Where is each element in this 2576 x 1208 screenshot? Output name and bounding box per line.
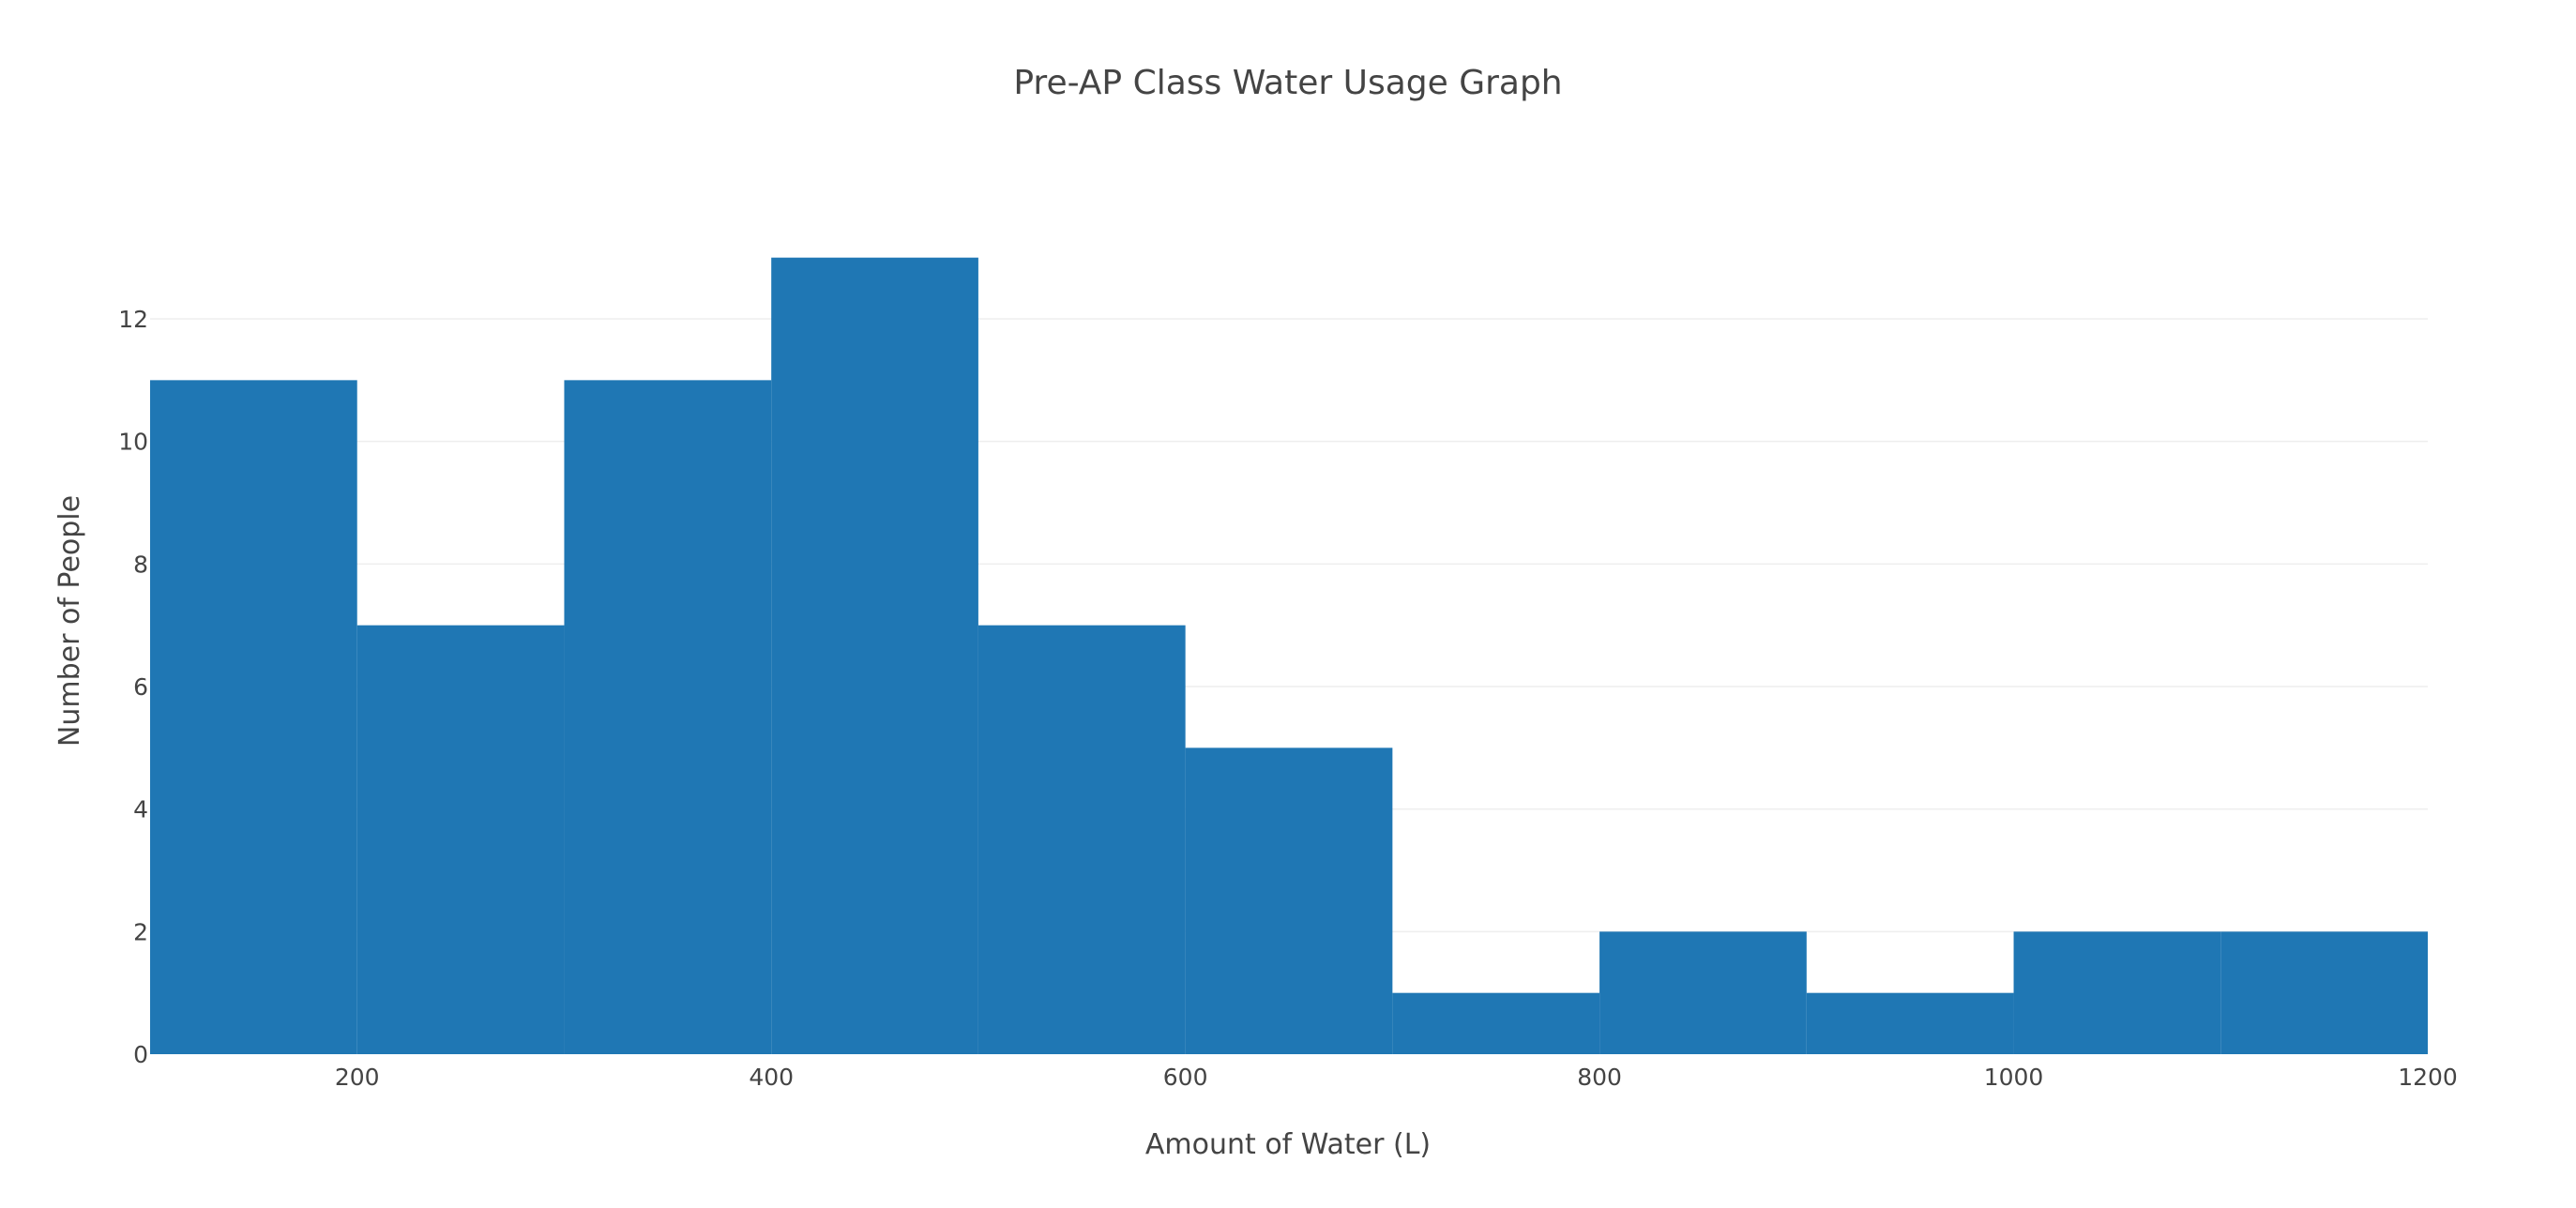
x-tick-label: 600	[1163, 1064, 1208, 1091]
histogram-bar	[564, 380, 772, 1055]
y-tick-label: 12	[118, 306, 148, 333]
y-tick-label: 6	[133, 673, 148, 701]
y-axis-ticks: 0 2 4 6 8 10 12	[118, 306, 148, 1068]
histogram-bar	[2013, 931, 2221, 1054]
histogram-bar	[1185, 747, 1393, 1054]
y-tick-label: 8	[133, 551, 148, 578]
histogram-bar	[150, 380, 357, 1055]
histogram-bar	[1806, 992, 2014, 1054]
y-tick-label: 4	[133, 796, 148, 823]
histogram-bar	[356, 625, 565, 1054]
y-tick-label: 10	[118, 429, 148, 456]
chart-title: Pre-AP Class Water Usage Graph	[1013, 64, 1562, 102]
x-tick-label: 1000	[1984, 1064, 2044, 1091]
x-tick-label: 400	[749, 1064, 794, 1091]
histogram-bar	[2220, 931, 2428, 1054]
x-tick-label: 200	[335, 1064, 380, 1091]
histogram-bar	[977, 625, 1186, 1054]
y-axis-title: Number of People	[53, 495, 86, 747]
histogram-bar	[771, 257, 978, 1055]
bars	[150, 257, 2428, 1055]
x-tick-label: 800	[1577, 1064, 1622, 1091]
y-tick-label: 0	[133, 1041, 148, 1068]
x-tick-label: 1200	[2398, 1064, 2458, 1091]
histogram-bar	[1599, 931, 1807, 1054]
y-tick-label: 2	[133, 918, 148, 945]
histogram-bar	[1392, 992, 1600, 1054]
x-axis-ticks: 200 400 600 800 1000 1200	[335, 1064, 2458, 1091]
x-axis-title: Amount of Water (L)	[1145, 1128, 1431, 1161]
